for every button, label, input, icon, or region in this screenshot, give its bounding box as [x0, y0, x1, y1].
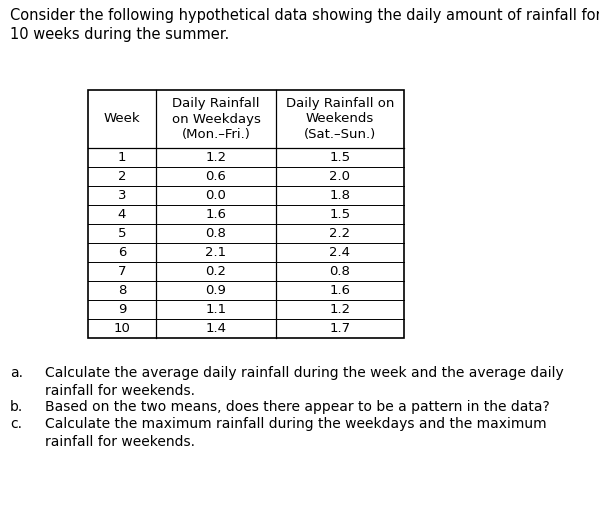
Text: Calculate the average daily rainfall during the week and the average daily
rainf: Calculate the average daily rainfall dur… — [45, 366, 564, 398]
Text: Daily Rainfall on
Weekends
(Sat.–Sun.): Daily Rainfall on Weekends (Sat.–Sun.) — [286, 97, 394, 141]
Text: 2.0: 2.0 — [329, 170, 350, 183]
Text: 5: 5 — [118, 227, 126, 240]
Text: 2.2: 2.2 — [329, 227, 350, 240]
Text: 1.1: 1.1 — [205, 303, 226, 316]
Text: 0.0: 0.0 — [205, 189, 226, 202]
Text: Week: Week — [104, 113, 140, 126]
Text: 1.6: 1.6 — [329, 284, 350, 297]
Text: 0.2: 0.2 — [205, 265, 226, 278]
Text: 1.2: 1.2 — [329, 303, 350, 316]
Text: Daily Rainfall
on Weekdays
(Mon.–Fri.): Daily Rainfall on Weekdays (Mon.–Fri.) — [171, 97, 261, 141]
Text: 1.2: 1.2 — [205, 151, 226, 164]
Text: 0.8: 0.8 — [329, 265, 350, 278]
Text: 1.5: 1.5 — [329, 151, 350, 164]
Text: 2.1: 2.1 — [205, 246, 226, 259]
Text: 1.5: 1.5 — [329, 208, 350, 221]
Text: 0.6: 0.6 — [205, 170, 226, 183]
Text: 3: 3 — [118, 189, 126, 202]
Text: 1: 1 — [118, 151, 126, 164]
Text: 1.4: 1.4 — [205, 322, 226, 335]
Text: Consider the following hypothetical data showing the daily amount of rainfall fo: Consider the following hypothetical data… — [10, 8, 599, 42]
Text: 6: 6 — [118, 246, 126, 259]
Text: 0.9: 0.9 — [205, 284, 226, 297]
Text: 1.6: 1.6 — [205, 208, 226, 221]
Text: b.: b. — [10, 400, 23, 414]
Text: 9: 9 — [118, 303, 126, 316]
Text: c.: c. — [10, 417, 22, 431]
Text: 4: 4 — [118, 208, 126, 221]
Text: 7: 7 — [118, 265, 126, 278]
Text: 2.4: 2.4 — [329, 246, 350, 259]
Text: 2: 2 — [118, 170, 126, 183]
Text: 8: 8 — [118, 284, 126, 297]
Bar — [88, 90, 404, 338]
Text: Based on the two means, does there appear to be a pattern in the data?: Based on the two means, does there appea… — [45, 400, 550, 414]
Text: a.: a. — [10, 366, 23, 380]
Text: Calculate the maximum rainfall during the weekdays and the maximum
rainfall for : Calculate the maximum rainfall during th… — [45, 417, 547, 449]
Text: 1.7: 1.7 — [329, 322, 350, 335]
Text: 1.8: 1.8 — [329, 189, 350, 202]
Text: 10: 10 — [114, 322, 131, 335]
Text: 0.8: 0.8 — [205, 227, 226, 240]
